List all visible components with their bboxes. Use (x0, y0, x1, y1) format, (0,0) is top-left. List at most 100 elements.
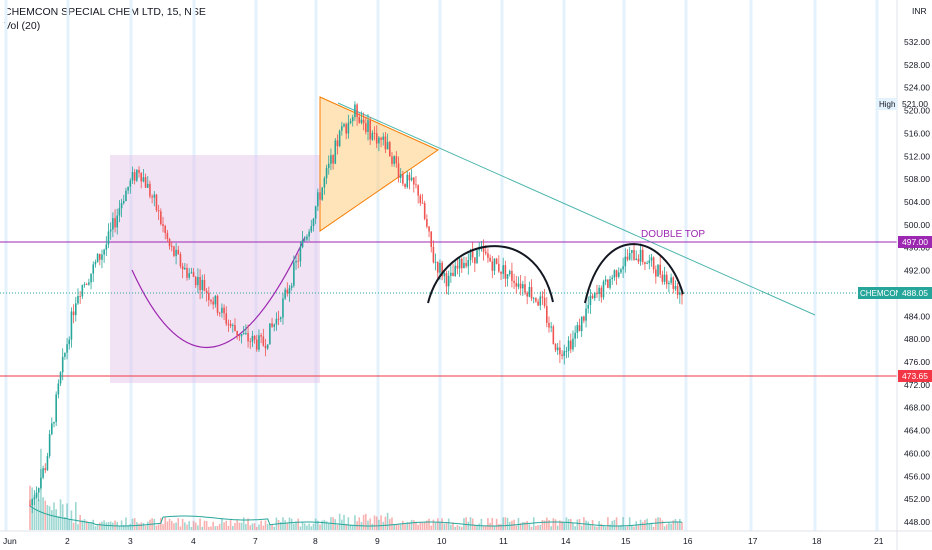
candle-body (615, 270, 618, 277)
volume-bar (288, 517, 291, 530)
volume-bar (218, 523, 221, 530)
candle-body (367, 120, 369, 132)
candle-body (59, 372, 62, 384)
volume-bar (532, 517, 535, 530)
volume-bar (66, 503, 68, 530)
volume-bar (57, 516, 60, 530)
volume-bar (648, 523, 651, 530)
candle-body (498, 263, 500, 272)
candle-body (284, 289, 286, 299)
candle-body (358, 117, 361, 123)
y-tick-label: 520.00 (904, 106, 930, 116)
volume-bar (321, 520, 324, 530)
volume-bar (310, 526, 313, 530)
candle-body (96, 253, 99, 263)
candle-body (380, 137, 382, 140)
candle-body (301, 240, 304, 248)
candle-body (107, 231, 110, 245)
volume-bar (271, 524, 273, 530)
volume-bar (578, 519, 581, 530)
volume-bar (613, 519, 616, 530)
candle-body (260, 335, 262, 337)
candle-body (567, 340, 570, 352)
candle-body (177, 249, 180, 255)
candle-body (144, 177, 147, 188)
volume-bar (567, 519, 570, 530)
triangle-pattern (319, 96, 440, 232)
candle-body (393, 156, 395, 164)
candle-body (502, 265, 504, 274)
volume-bar (105, 522, 108, 530)
candle-body (138, 169, 140, 173)
candle-body (578, 325, 581, 332)
candle-body (293, 262, 295, 286)
candle-body (487, 253, 489, 258)
volume-bar (633, 526, 635, 530)
volume-bar (399, 524, 402, 530)
candle-body (221, 307, 223, 313)
volume-bar (314, 518, 317, 530)
candle-body (53, 422, 55, 424)
volume-bar (297, 518, 300, 530)
volume-bar (160, 517, 162, 530)
volume-bar (303, 523, 306, 530)
candle-body (90, 273, 92, 283)
candle-body (40, 477, 42, 488)
candle-body (517, 283, 520, 287)
candle-body (349, 121, 352, 124)
candle-body (641, 249, 644, 263)
candle-body (648, 260, 651, 264)
candle-body (70, 311, 73, 340)
volume-bar (319, 524, 321, 530)
cup-highlight (110, 155, 320, 383)
candle-body (136, 169, 138, 181)
volume-bar (284, 520, 286, 530)
volume-bar (72, 522, 75, 530)
svg-text:488.05: 488.05 (902, 288, 928, 298)
candle-body (312, 218, 315, 227)
resistance-badge: 497.00 (898, 236, 932, 248)
volume-bar (644, 519, 646, 530)
volume-bar (33, 494, 36, 530)
candle-body (519, 283, 522, 289)
volume-bar (37, 499, 40, 530)
candle-body (676, 285, 679, 295)
candle-body (637, 258, 640, 262)
candle-body (168, 238, 171, 247)
volume-bar (94, 526, 97, 530)
candle-body (399, 174, 402, 178)
volume-bar (552, 518, 555, 530)
candle-body (415, 184, 417, 186)
volume-bar (554, 519, 557, 530)
volume-bar (153, 518, 156, 530)
volume-bar (550, 526, 552, 530)
candle-body (504, 265, 507, 279)
candle-body (569, 340, 572, 350)
volume-bar (460, 526, 463, 530)
volume-bar (199, 518, 201, 530)
candle-body (456, 265, 459, 269)
volume-bar (447, 518, 450, 530)
volume-bar (358, 517, 361, 530)
volume-bar (657, 517, 659, 530)
y-tick-label: 456.00 (904, 471, 930, 481)
volume-bar (238, 522, 241, 530)
candle-body (493, 258, 496, 271)
candle-body (290, 285, 293, 288)
volume-bar (308, 523, 310, 530)
volume-bar (81, 520, 84, 530)
candle-body (114, 218, 116, 228)
volume-bar (561, 521, 563, 530)
volume-bar (661, 520, 664, 530)
volume-bar (179, 526, 182, 530)
volume-bar (201, 526, 204, 530)
volume-bar (628, 517, 631, 530)
candle-body (166, 232, 169, 239)
candle-body (445, 273, 448, 287)
candle-body (665, 274, 668, 285)
y-tick-label: 480.00 (904, 334, 930, 344)
candle-body (443, 273, 446, 277)
volume-bar (231, 525, 234, 530)
candle-body (362, 119, 365, 124)
